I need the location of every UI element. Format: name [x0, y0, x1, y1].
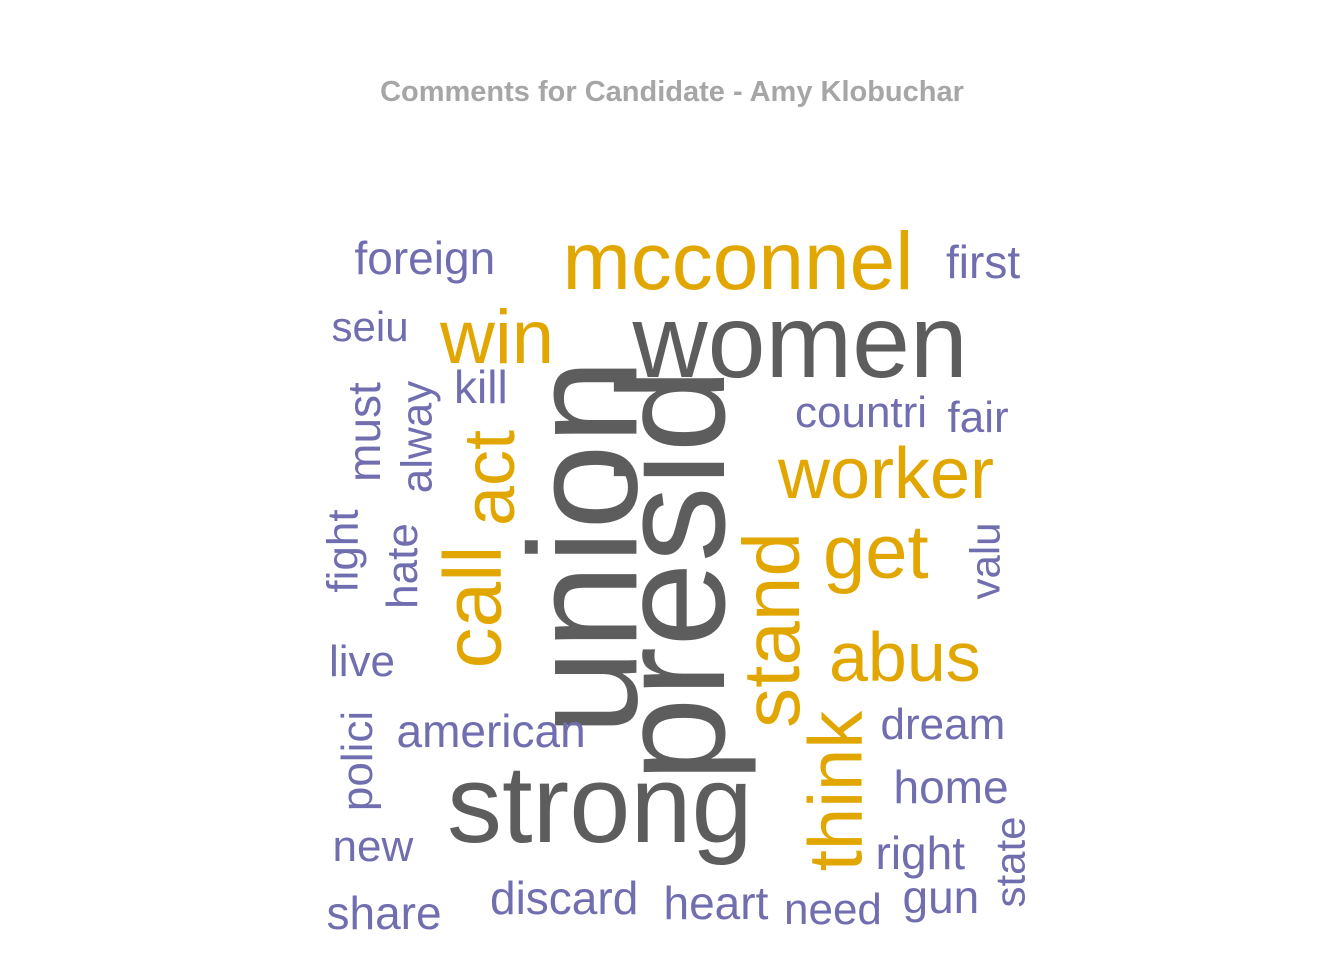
word-american: american	[396, 705, 586, 757]
word-heart: heart	[663, 877, 769, 929]
word-state: state	[986, 816, 1034, 908]
word-women: women	[632, 284, 968, 400]
word-live: live	[329, 637, 396, 686]
word-right: right	[875, 827, 965, 879]
word-foreign: foreign	[354, 232, 496, 284]
word-valu: valu	[961, 522, 1009, 600]
word-home: home	[893, 761, 1009, 813]
word-abus: abus	[829, 618, 981, 696]
word-worker: worker	[778, 434, 995, 514]
word-gun: gun	[902, 871, 980, 923]
word-presid: presid	[587, 368, 757, 782]
word-first: first	[946, 236, 1021, 288]
word-fair: fair	[947, 393, 1009, 442]
word-seiu: seiu	[331, 303, 409, 350]
word-hate: hate	[377, 523, 427, 609]
word-countri: countri	[795, 388, 928, 437]
word-must: must	[337, 382, 390, 482]
word-mcconnel: mcconnel	[562, 216, 914, 307]
word-act: act	[450, 429, 531, 527]
word-discard: discard	[490, 872, 639, 924]
word-get: get	[823, 510, 929, 595]
word-need: need	[784, 885, 882, 934]
word-share: share	[326, 887, 442, 939]
word-kill: kill	[454, 361, 508, 413]
word-polici: polici	[333, 710, 383, 812]
word-think: think	[792, 710, 878, 872]
word-new: new	[332, 822, 414, 871]
chart-title: Comments for Candidate - Amy Klobuchar	[380, 76, 964, 108]
word-win: win	[440, 295, 555, 380]
word-stand: stand	[726, 532, 816, 728]
word-fight: fight	[318, 509, 368, 593]
word-strong: strong	[447, 743, 753, 866]
word-call: call	[427, 545, 519, 669]
word-alway: alway	[391, 380, 441, 494]
word-dream: dream	[880, 700, 1006, 749]
